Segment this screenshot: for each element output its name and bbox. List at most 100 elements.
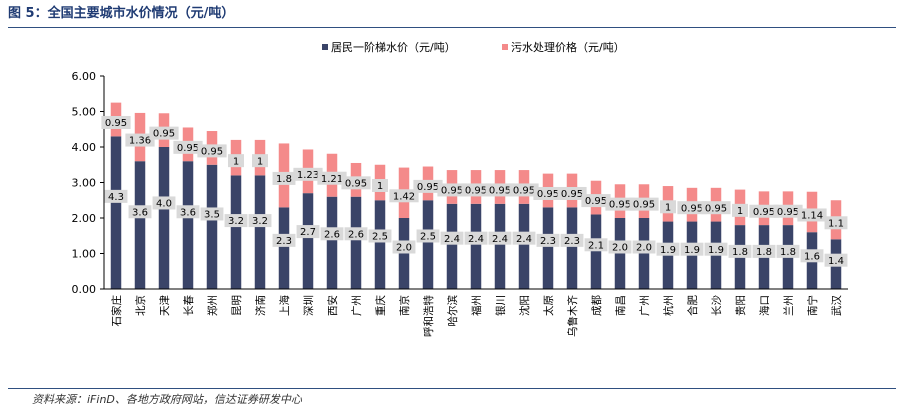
data-label-sewage-box bbox=[293, 167, 323, 181]
data-label-sewage-box bbox=[272, 171, 296, 185]
data-label-resident: 2.4 bbox=[468, 234, 484, 245]
data-label-resident-box bbox=[656, 242, 680, 256]
bar-resident-price bbox=[542, 207, 554, 289]
x-tick-label: 广州 bbox=[639, 295, 651, 316]
bar-resident-price bbox=[494, 203, 506, 289]
data-label-sewage: 0.95 bbox=[489, 186, 511, 197]
data-label-resident-box bbox=[104, 189, 128, 203]
data-label-sewage-box bbox=[509, 183, 539, 197]
x-tick-label: 石家庄 bbox=[110, 295, 123, 327]
x-tick-label: 太原 bbox=[542, 295, 555, 316]
bar-resident-price bbox=[254, 175, 266, 289]
data-label-resident-box bbox=[776, 244, 800, 258]
data-label-resident: 2.0 bbox=[396, 243, 412, 254]
data-label-sewage: 0.95 bbox=[105, 118, 127, 129]
x-tick-label: 深圳 bbox=[303, 295, 315, 316]
data-label-sewage: 1 bbox=[377, 181, 383, 192]
data-label-sewage-box bbox=[749, 204, 779, 218]
source-note: 资料来源：iFinD、各地方政府网站，信达证券研发中心 bbox=[32, 393, 302, 406]
data-label-resident-box bbox=[128, 205, 152, 219]
data-label-sewage-box bbox=[629, 197, 659, 211]
data-label-resident: 4.0 bbox=[156, 199, 172, 210]
data-label-sewage: 0.95 bbox=[705, 203, 727, 214]
data-label-resident-box bbox=[608, 240, 632, 254]
data-label-sewage-box bbox=[732, 203, 748, 217]
data-label-resident-box bbox=[536, 233, 560, 247]
x-tick-label: 武汉 bbox=[830, 295, 843, 316]
bar-resident-price bbox=[470, 203, 482, 289]
y-tick-label: 2.00 bbox=[72, 212, 97, 225]
y-tick-label: 1.00 bbox=[72, 248, 97, 261]
data-label-resident: 2.5 bbox=[420, 232, 436, 243]
chart-legend: 居民一阶梯水价（元/吨） 污水处理价格（元/吨） bbox=[322, 40, 625, 54]
x-tick-label: 郑州 bbox=[206, 295, 219, 316]
data-label-resident-box bbox=[560, 233, 584, 247]
data-label-resident-box bbox=[464, 231, 488, 245]
data-label-sewage: 1.1 bbox=[828, 218, 844, 229]
data-label-resident-box bbox=[152, 196, 176, 210]
x-tick-label: 长春 bbox=[183, 295, 195, 316]
data-label-sewage: 0.95 bbox=[561, 189, 583, 200]
data-label-sewage: 0.95 bbox=[681, 203, 703, 214]
data-label-resident: 3.6 bbox=[132, 207, 148, 218]
data-label-sewage-box bbox=[660, 200, 676, 214]
data-label-resident: 3.2 bbox=[228, 216, 244, 227]
data-label-sewage-box bbox=[101, 115, 131, 129]
y-tick-label: 4.00 bbox=[72, 141, 97, 154]
y-axis: 0.00 1.00 2.00 3.00 4.00 5.00 6.00 bbox=[72, 70, 105, 296]
bar-resident-price bbox=[206, 164, 218, 289]
bar-resident-price bbox=[446, 203, 458, 289]
data-label-resident-box bbox=[248, 214, 272, 228]
data-label-sewage: 0.95 bbox=[465, 186, 487, 197]
data-label-sewage: 1.36 bbox=[129, 136, 151, 147]
data-labels: 4.3 0.95 3.6 1.36 4.0 0.95 3.6 0.95 3.5 0.95 3.2 1 3… bbox=[101, 115, 848, 267]
x-tick-label: 西安 bbox=[326, 295, 339, 316]
data-label-resident-box bbox=[224, 214, 248, 228]
data-label-resident-box bbox=[728, 244, 752, 258]
data-label-resident-box bbox=[584, 238, 608, 252]
data-label-resident-box bbox=[680, 242, 704, 256]
data-label-resident-box bbox=[344, 227, 368, 241]
bar-resident-price bbox=[110, 136, 122, 289]
data-label-resident: 1.9 bbox=[684, 245, 700, 256]
data-label-resident: 2.3 bbox=[564, 236, 580, 247]
bar-resident-price bbox=[302, 193, 314, 289]
data-label-resident-box bbox=[272, 233, 296, 247]
bar-resident-price bbox=[158, 147, 170, 289]
bar-resident-price bbox=[566, 207, 578, 289]
figure-title: 图 5：全国主要城市水价情况（元/吨） bbox=[8, 6, 235, 21]
data-label-sewage-box bbox=[372, 179, 388, 192]
data-label-sewage: 0.95 bbox=[585, 196, 607, 207]
data-label-resident: 1.4 bbox=[828, 256, 844, 267]
data-label-sewage-box bbox=[252, 154, 268, 168]
data-label-resident-box bbox=[368, 229, 392, 243]
bar-resident-price bbox=[518, 203, 530, 289]
x-tick-label: 福州 bbox=[470, 295, 483, 316]
x-tick-label: 银川 bbox=[494, 295, 507, 316]
data-label-resident: 2.3 bbox=[540, 236, 556, 247]
data-label-sewage-box bbox=[581, 194, 611, 208]
legend-label-sewage: 污水处理价格（元/吨） bbox=[511, 40, 625, 54]
source-divider bbox=[8, 388, 896, 389]
x-tick-label: 北京 bbox=[134, 295, 147, 316]
data-label-sewage-box bbox=[773, 204, 803, 218]
bar-resident-price bbox=[278, 207, 290, 289]
x-tick-label: 合肥 bbox=[686, 295, 699, 316]
data-label-sewage: 0.95 bbox=[777, 207, 799, 218]
data-label-resident: 1.6 bbox=[804, 251, 820, 262]
data-label-resident-box bbox=[632, 240, 656, 254]
data-label-sewage: 0.95 bbox=[441, 186, 463, 197]
data-label-sewage: 0.95 bbox=[417, 182, 439, 193]
data-label-resident-box bbox=[440, 231, 464, 245]
data-label-resident: 2.0 bbox=[612, 243, 628, 254]
x-axis: 石家庄 北京 天津 长春 郑州 昆明 济南 上海 深圳 西安 广州 重庆 南京 呼和浩特 哈尔滨 福州 银川 沈阳… bbox=[104, 288, 848, 337]
data-label-sewage: 0.95 bbox=[177, 143, 199, 154]
data-label-resident-box bbox=[512, 231, 536, 245]
data-label-sewage-box bbox=[149, 126, 179, 140]
data-label-resident: 1.8 bbox=[780, 247, 796, 258]
x-tick-label: 济南 bbox=[254, 295, 267, 316]
data-label-sewage-box bbox=[485, 183, 515, 197]
data-label-resident: 3.6 bbox=[180, 207, 196, 218]
data-label-sewage: 0.95 bbox=[753, 207, 775, 218]
x-tick-label: 成都 bbox=[591, 295, 603, 316]
